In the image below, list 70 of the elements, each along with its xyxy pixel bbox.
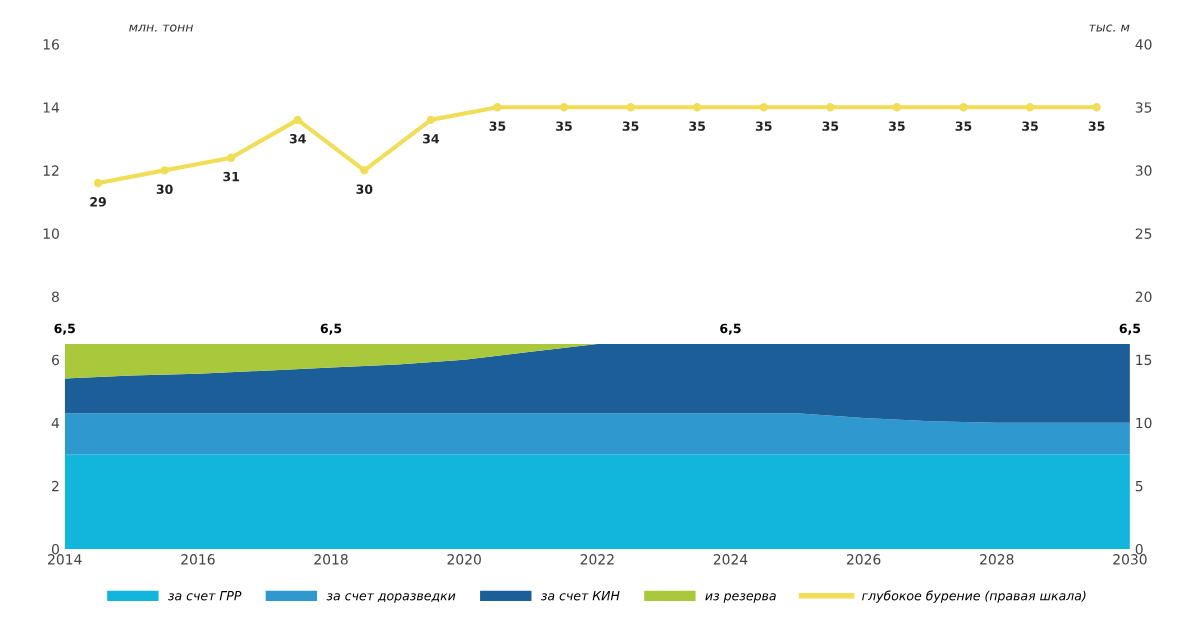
y2-tick-label: 35: [1135, 102, 1152, 113]
legend-label: глубокое бурение (правая шкала): [862, 590, 1086, 603]
data-label: 30: [156, 184, 173, 194]
point: [93, 178, 103, 188]
data-label: 35: [689, 121, 706, 131]
legend-label: за счет КИН: [540, 591, 620, 601]
y2-tick-label: 20: [1135, 291, 1152, 303]
data-label: 35: [622, 121, 639, 131]
y-tick-label: 10: [43, 228, 59, 239]
y2-tick-label: 15: [1136, 354, 1152, 366]
x-tick-label: 2016: [181, 554, 215, 565]
data-label: 31: [223, 171, 240, 182]
annotation: 6,5: [1119, 323, 1141, 335]
y-axis-title: млн. тонн: [129, 24, 193, 32]
x-tick-label: 2020: [447, 554, 481, 565]
legend-label: за счет доразведки: [326, 593, 456, 603]
y-tick-label: 0: [51, 543, 59, 555]
x-tick-label: 2024: [713, 554, 748, 565]
point: [227, 153, 236, 162]
y2-axis-title: тыс. м: [1089, 24, 1130, 32]
point: [693, 103, 702, 112]
y2-tick-label: 40: [1135, 39, 1152, 50]
point: [493, 103, 502, 112]
y-tick-label: 12: [43, 165, 59, 176]
point: [160, 166, 169, 175]
data-label: 35: [1022, 121, 1038, 131]
x-tick-label: 2022: [580, 554, 614, 565]
data-label: 35: [489, 121, 506, 131]
y2-tick-label: 30: [1135, 165, 1152, 176]
y2-tick-label: 5: [1135, 481, 1143, 492]
data-label: 29: [90, 197, 106, 207]
point: [959, 103, 968, 112]
x-tick-label: 2026: [846, 554, 881, 565]
x-tick-label: 2018: [314, 554, 348, 565]
data-label: 34: [423, 134, 440, 144]
point: [1025, 103, 1035, 112]
y-tick-label: 6: [52, 354, 59, 366]
legend-label: за счет ГРР: [168, 591, 242, 601]
y2-tick-label: 10: [1136, 417, 1152, 429]
point: [293, 115, 302, 125]
point: [759, 103, 768, 112]
data-label: 35: [955, 121, 972, 131]
point: [426, 115, 436, 125]
y-tick-label: 2: [52, 480, 59, 492]
point: [892, 103, 902, 112]
data-label: 30: [356, 184, 373, 194]
y-tick-label: 8: [51, 291, 59, 303]
point: [360, 166, 369, 175]
y-tick-label: 4: [51, 417, 60, 429]
data-label: 35: [889, 121, 905, 131]
point: [626, 103, 635, 112]
y2-tick-label: 25: [1135, 228, 1152, 239]
annotation: 6,5: [320, 323, 342, 335]
legend-label: из резерва: [705, 593, 776, 603]
x-tick-label: 2030: [1113, 554, 1147, 565]
point: [826, 103, 835, 112]
data-label: 35: [1088, 121, 1105, 131]
point: [1092, 103, 1101, 112]
data-label: 35: [556, 121, 572, 131]
data-label: 35: [755, 121, 772, 131]
y2-tick-label: 0: [1135, 543, 1143, 555]
annotation: 6,5: [54, 323, 75, 335]
x-tick-label: 2028: [980, 554, 1014, 565]
data-label: 34: [289, 134, 306, 144]
point: [559, 103, 569, 112]
data-label: 35: [822, 121, 839, 131]
x-tick-label: 2014: [48, 554, 82, 565]
annotation: 6,5: [720, 323, 741, 335]
y-tick-label: 14: [43, 102, 60, 113]
y-tick-label: 16: [43, 39, 59, 50]
